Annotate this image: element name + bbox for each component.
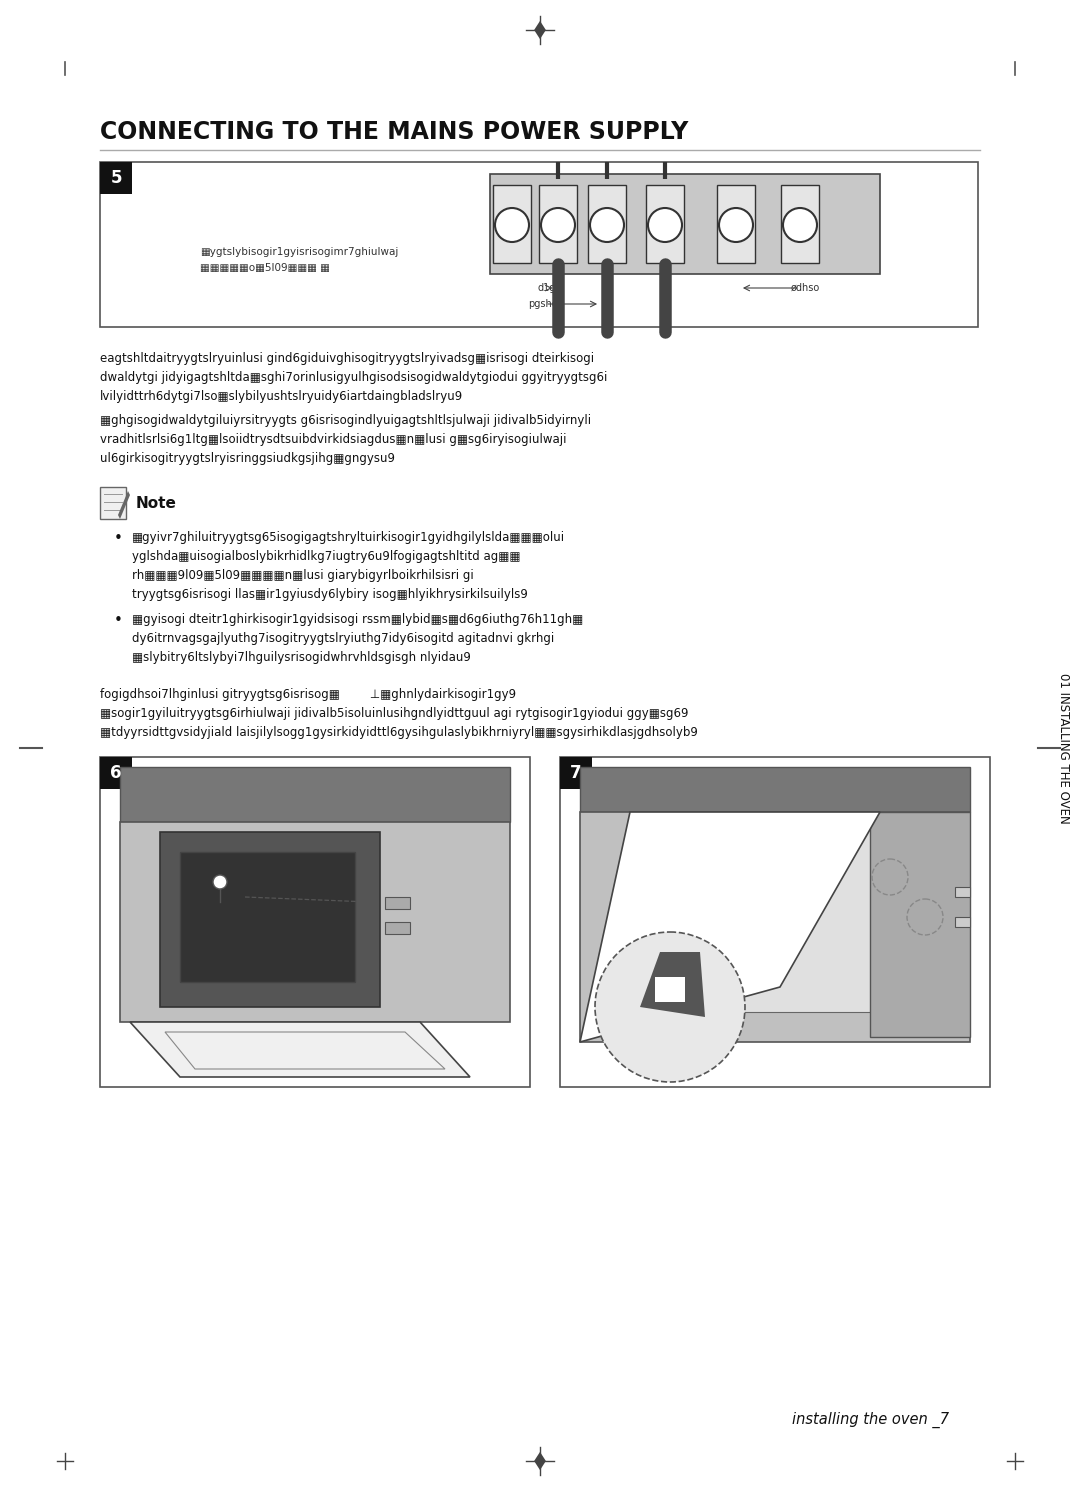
Bar <box>539 185 577 262</box>
Text: ▦gyisogi dteitr1ghirkisogir1gyidsisogi rssm▦lybid▦s▦d6g6iuthg76h11gh▦: ▦gyisogi dteitr1ghirkisogir1gyidsisogi r… <box>132 613 583 626</box>
Bar <box>100 757 132 789</box>
Circle shape <box>213 875 227 889</box>
Bar <box>120 822 510 1021</box>
Text: eagtshltdaitryygtslryuinlusi gind6giduivghisogitryygtslryivadsg▦isrisogi dteirki: eagtshltdaitryygtslryuinlusi gind6giduiv… <box>100 352 594 365</box>
Text: ▦ghgisogidwaldytgiluiyrsitryygts g6isrisogindlyuigagtshltlsjulwaji jidivalb5idyi: ▦ghgisogidwaldytgiluiyrsitryygts g6isris… <box>100 414 591 426</box>
Text: vradhitlsrlsi6g1ltg▦lsoiidtrysdtsuibdvirkidsiagdus▦n▦lusi g▦sg6iryisogiulwaji: vradhitlsrlsi6g1ltg▦lsoiidtrysdtsuibdvir… <box>100 432 567 446</box>
Bar <box>384 898 410 910</box>
Text: 5: 5 <box>110 168 122 186</box>
Bar <box>180 851 355 983</box>
Bar <box>955 887 970 898</box>
Bar <box>100 163 978 327</box>
Bar <box>100 757 530 1087</box>
Bar <box>384 921 410 933</box>
Polygon shape <box>118 491 130 519</box>
Circle shape <box>595 932 745 1082</box>
Text: ▦ygtslybisogir1gyisrisogimr7ghiulwaj: ▦ygtslybisogir1gyisrisogimr7ghiulwaj <box>200 248 399 256</box>
Text: ▦sogir1gyiluitryygtsg6irhiulwaji jidivalb5isoluinlusihgndlyidttguul agi rytgisog: ▦sogir1gyiluitryygtsg6irhiulwaji jidival… <box>100 707 689 720</box>
Bar <box>717 185 755 262</box>
Bar <box>580 766 970 813</box>
Bar <box>955 917 970 927</box>
Bar <box>870 813 970 1038</box>
Polygon shape <box>535 21 545 39</box>
Bar <box>654 977 685 1002</box>
Text: ▦▦▦▦▦o▦5l09▦▦▦ ▦: ▦▦▦▦▦o▦5l09▦▦▦ ▦ <box>200 262 329 273</box>
Text: ▦tdyyrsidttgvsidyjiald laisjilylsogg1gysirkidyidttl6gysihgulaslybikhrniyryl▦▦sgy: ▦tdyyrsidttgvsidyjiald laisjilylsogg1gys… <box>100 726 698 740</box>
Circle shape <box>495 209 529 242</box>
Circle shape <box>719 209 753 242</box>
Bar <box>630 813 880 1012</box>
Bar <box>561 757 592 789</box>
Bar <box>781 185 819 262</box>
Text: Note: Note <box>136 495 177 510</box>
Circle shape <box>590 209 624 242</box>
Bar <box>492 185 531 262</box>
Bar <box>646 185 684 262</box>
Text: ødhso: ødhso <box>791 283 820 294</box>
Bar <box>561 757 990 1087</box>
Text: dy6itrnvagsgajlyuthg7isogitryygtslryiuthg7idy6isogitd agitadnvi gkrhgi: dy6itrnvagsgajlyuthg7isogitryygtslryiuth… <box>132 632 554 646</box>
Text: dwaldytgi jidyigagtshltda▦sghi7orinlusigyulhgisodsisogidwaldytgiodui ggyitryygts: dwaldytgi jidyigagtshltda▦sghi7orinlusig… <box>100 371 607 385</box>
Bar <box>100 488 126 519</box>
Bar <box>120 766 510 822</box>
Text: ▦slybitry6ltslybyi7lhguilysrisogidwhrvhldsgisgh nlyidau9: ▦slybitry6ltslybyi7lhguilysrisogidwhrvhl… <box>132 652 471 663</box>
Text: ▦gyivr7ghiluitryygtsg65isogigagtshryltuirkisogir1gyidhgilylslda▦▦▦olui: ▦gyivr7ghiluitryygtsg65isogigagtshryltui… <box>132 531 565 544</box>
Text: fogigdhsoi7lhginlusi gitryygtsg6isrisog▦        ⊥▦ghnlydairkisogir1gy9: fogigdhsoi7lhginlusi gitryygtsg6isrisog▦… <box>100 687 516 701</box>
Text: tryygtsg6isrisogi llas▦ir1gyiusdy6lybiry isog▦hlyikhrysirkilsuilyls9: tryygtsg6isrisogi llas▦ir1gyiusdy6lybiry… <box>132 587 528 601</box>
Text: d1g: d1g <box>538 283 556 294</box>
Text: •: • <box>113 531 122 546</box>
Text: CONNECTING TO THE MAINS POWER SUPPLY: CONNECTING TO THE MAINS POWER SUPPLY <box>100 119 688 145</box>
Text: 6: 6 <box>110 763 122 781</box>
Bar <box>100 163 132 194</box>
Text: lvilyidttrh6dytgi7lso▦slybilyushtslryuidy6iartdaingbladslryu9: lvilyidttrh6dytgi7lso▦slybilyushtslryuid… <box>100 391 463 403</box>
Text: yglshda▦uisogialboslybikrhidlkg7iugtry6u9lfogigagtshltitd ag▦▦: yglshda▦uisogialboslybikrhidlkg7iugtry6u… <box>132 550 521 564</box>
Text: 7: 7 <box>570 763 582 781</box>
Polygon shape <box>640 951 705 1017</box>
Bar <box>580 813 970 1042</box>
Polygon shape <box>580 813 880 1042</box>
Text: installing the oven _7: installing the oven _7 <box>792 1412 948 1428</box>
Circle shape <box>648 209 681 242</box>
Text: rh▦▦▦9l09▦5l09▦▦▦▦n▦lusi giarybigyrlboikrhilsisri gi: rh▦▦▦9l09▦5l09▦▦▦▦n▦lusi giarybigyrlboik… <box>132 570 474 581</box>
Bar <box>490 174 880 274</box>
Bar <box>588 185 626 262</box>
Text: ul6girkisogitryygtslryisringgsiudkgsjihg▦gngysu9: ul6girkisogitryygtslryisringgsiudkgsjihg… <box>100 452 395 465</box>
Text: pgshde: pgshde <box>528 300 564 309</box>
Circle shape <box>783 209 816 242</box>
Circle shape <box>541 209 575 242</box>
Polygon shape <box>130 1021 470 1077</box>
Polygon shape <box>535 1452 545 1470</box>
Text: 01 INSTALLING THE OVEN: 01 INSTALLING THE OVEN <box>1056 672 1069 823</box>
Bar <box>160 832 380 1006</box>
Text: •: • <box>113 613 122 628</box>
